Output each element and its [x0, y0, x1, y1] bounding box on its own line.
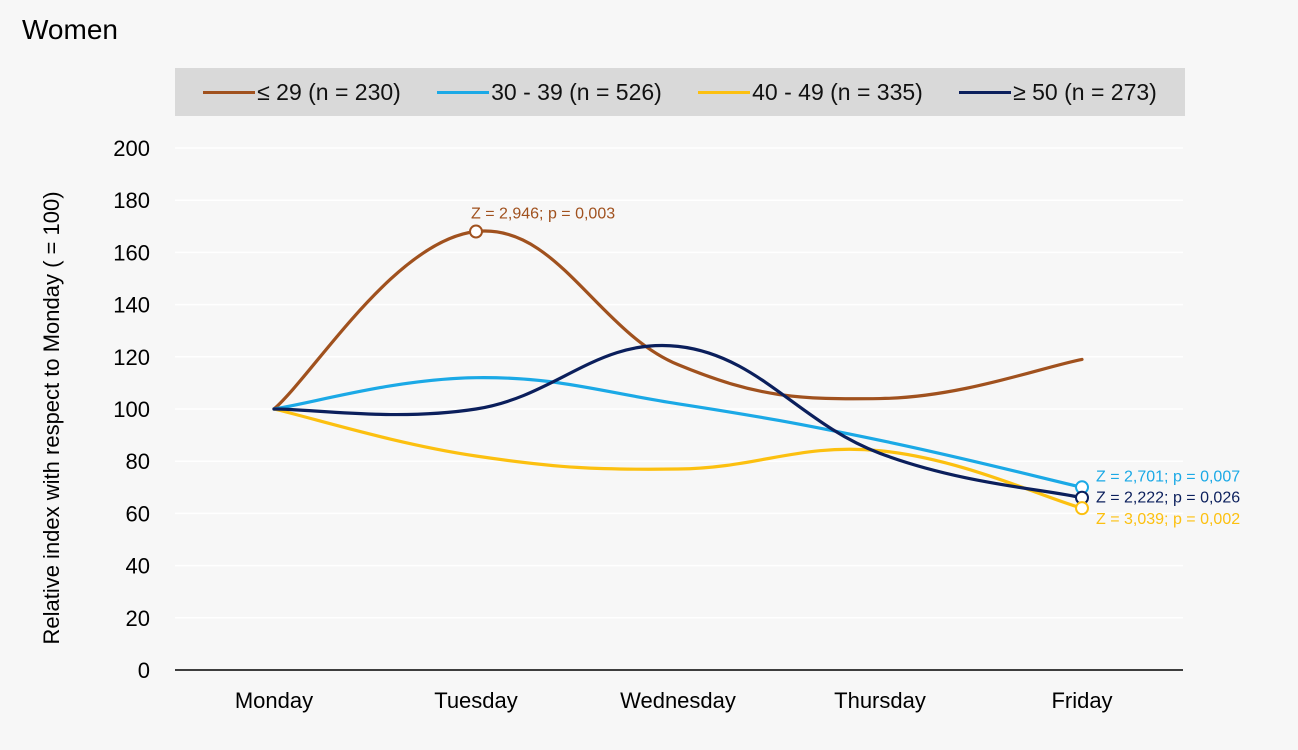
legend-swatch: [959, 90, 1012, 94]
legend-item: ≤ 29 (n = 230): [203, 79, 401, 106]
legend-swatch: [437, 90, 490, 94]
legend-label: ≤ 29 (n = 230): [257, 78, 401, 105]
series-line: [272, 376, 1084, 489]
legend-label: 40 - 49 (n = 335): [752, 78, 923, 105]
data-point-marker: [1075, 501, 1089, 516]
y-tick-label: 160: [113, 240, 150, 265]
y-tick-label: 140: [113, 293, 150, 318]
y-tick-label: 20: [126, 606, 150, 631]
legend-item: 30 - 39 (n = 526): [437, 79, 662, 106]
annotation-label: Z = 2,946; p = 0,003: [471, 206, 615, 223]
annotation-label: Z = 3,039; p = 0,002: [1096, 511, 1240, 528]
legend-label: 30 - 39 (n = 526): [491, 78, 662, 105]
legend-label: ≥ 50 (n = 273): [1013, 78, 1157, 105]
chart-title: Women: [22, 14, 118, 45]
x-tick-label: Wednesday: [620, 688, 736, 713]
annotation-label: Z = 2,701; p = 0,007: [1096, 468, 1240, 485]
data-point-marker: [469, 224, 483, 239]
x-tick-label: Tuesday: [434, 688, 518, 713]
annotation-label: Z = 2,222; p = 0,026: [1096, 490, 1240, 507]
legend-item: 40 - 49 (n = 335): [698, 79, 923, 106]
legend-swatch: [698, 90, 751, 94]
series-line: [272, 343, 1084, 500]
x-tick-label: Friday: [1051, 688, 1112, 713]
legend: ≤ 29 (n = 230) 30 - 39 (n = 526) 40 - 49…: [175, 68, 1185, 116]
y-tick-label: 120: [113, 345, 150, 370]
y-tick-label: 200: [113, 136, 150, 161]
legend-item: ≥ 50 (n = 273): [959, 79, 1157, 106]
y-tick-label: 60: [126, 501, 150, 526]
x-tick-label: Thursday: [834, 688, 926, 713]
x-tick-label: Monday: [235, 688, 313, 713]
y-tick-label: 180: [113, 188, 150, 213]
legend-swatch: [203, 90, 256, 94]
y-tick-label: 0: [138, 658, 150, 683]
y-tick-label: 80: [126, 449, 150, 474]
y-tick-label: 100: [113, 397, 150, 422]
series-line: [272, 229, 1084, 411]
series-line: [272, 407, 1084, 510]
y-tick-label: 40: [126, 554, 150, 579]
